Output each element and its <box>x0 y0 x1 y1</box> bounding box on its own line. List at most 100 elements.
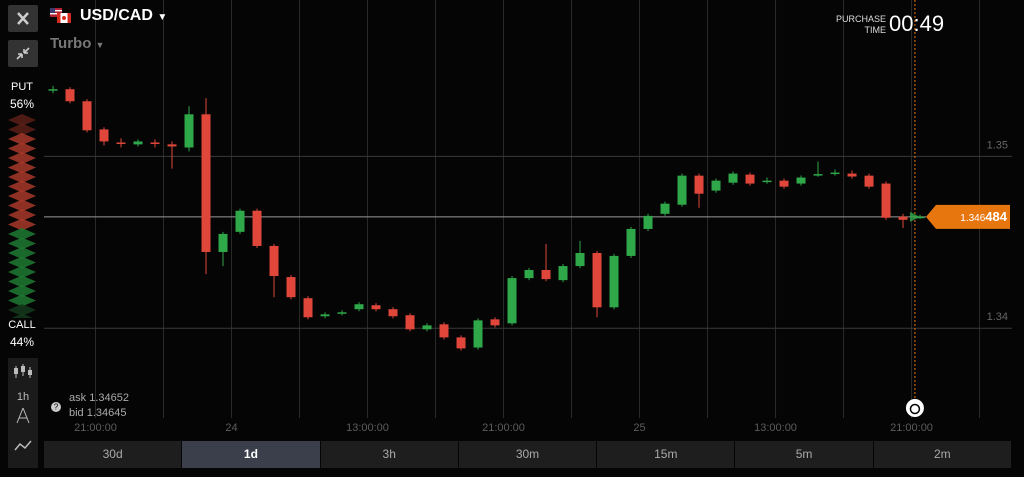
drawing-tool-button[interactable] <box>8 403 38 429</box>
quote-box: ask 1.34652 bid 1.34645 <box>69 391 129 421</box>
chevron <box>8 190 36 202</box>
candle-body <box>796 177 806 184</box>
candle-body <box>864 175 874 187</box>
candle-body <box>813 174 823 176</box>
timeframe-button[interactable]: 1d <box>182 441 320 468</box>
timeframe-button[interactable]: 30m <box>458 441 597 468</box>
time-word: TIME <box>864 25 887 35</box>
candle-body <box>320 314 330 317</box>
close-icon <box>17 12 29 25</box>
candle-body <box>507 278 517 324</box>
candle-body <box>388 309 398 317</box>
y-tick-label: 1.35 <box>987 139 1008 151</box>
candle-body <box>677 175 687 205</box>
candle-body <box>762 180 772 183</box>
candle-body <box>354 304 364 310</box>
candle-body <box>881 183 891 218</box>
collapse-icon <box>16 47 30 60</box>
candle-body <box>235 210 245 232</box>
put-share: 56% <box>9 97 35 111</box>
call-share: 44% <box>9 335 35 349</box>
expiry-timer-icon <box>905 399 924 417</box>
put-label[interactable]: PUT <box>11 81 33 93</box>
chevron <box>8 266 36 278</box>
purchase-word: PURCHASE <box>835 14 886 24</box>
candle-body <box>473 320 483 348</box>
candle-body <box>728 173 738 183</box>
mode-selector[interactable]: Turbo ▼ <box>50 35 104 52</box>
candle-body <box>643 215 653 229</box>
candle-body <box>286 277 296 298</box>
call-label[interactable]: CALL <box>8 319 36 331</box>
candle-body <box>524 270 534 279</box>
candle-body <box>626 228 636 256</box>
candle-body <box>694 175 704 194</box>
interval-button[interactable]: 1h <box>16 391 30 403</box>
candle-body <box>592 253 602 308</box>
chevron <box>8 180 36 193</box>
indicator-button[interactable] <box>8 434 38 458</box>
tool-panel: 1h <box>8 358 38 468</box>
bid-label: bid <box>69 407 84 419</box>
candle-body <box>660 203 670 214</box>
expiry-timer-dial <box>909 403 921 415</box>
candle-body <box>269 245 279 277</box>
timeframe-button[interactable]: 5m <box>735 441 873 468</box>
collapse-button[interactable] <box>8 40 38 67</box>
sentiment-chevrons <box>8 114 36 318</box>
chevron <box>8 123 36 136</box>
candle-body <box>609 255 619 308</box>
candle-body <box>82 101 92 131</box>
timeframe-button[interactable]: 2m <box>873 441 1011 468</box>
candle-body <box>490 319 500 326</box>
x-tick-label: 13:00:00 <box>754 422 797 434</box>
x-tick-label: 21:00:00 <box>482 422 525 434</box>
x-tick-label: 25 <box>633 422 645 434</box>
candle-body <box>184 114 194 148</box>
candle-body <box>439 324 449 338</box>
chevron <box>8 161 36 174</box>
chart-type-button[interactable] <box>8 358 38 382</box>
chevron <box>8 275 36 288</box>
candle-body <box>558 266 568 281</box>
candle-body <box>830 172 840 175</box>
bid-price: 1.34645 <box>86 407 127 419</box>
dropdown-arrow: ▼ <box>95 40 105 50</box>
purchase-timer: 00:49 <box>889 11 945 36</box>
current-price-label: 1.346484 <box>960 209 1007 224</box>
timeframe-button[interactable]: 30d <box>44 441 182 468</box>
chevron <box>8 209 36 221</box>
timeframe-button[interactable]: 15m <box>597 441 735 468</box>
chevron <box>8 256 36 269</box>
chevron <box>8 171 36 183</box>
ask-price: 1.34652 <box>89 392 129 404</box>
chevron <box>8 114 36 126</box>
x-tick-label: 13:00:00 <box>346 422 389 434</box>
candle-body <box>65 89 75 102</box>
price-main: 1.346 <box>960 212 985 223</box>
mode-name: Turbo <box>50 35 92 52</box>
info-icon[interactable]: ? <box>50 400 64 414</box>
timeframe-button[interactable]: 3h <box>320 441 458 468</box>
svg-text:?: ? <box>54 403 59 412</box>
chevron <box>8 142 36 155</box>
candle-body <box>303 298 313 318</box>
candle-body <box>371 305 381 310</box>
candle-body <box>779 180 789 187</box>
candle-body <box>456 337 466 349</box>
candle-body <box>745 174 755 184</box>
chevron <box>8 152 36 164</box>
candle-body <box>915 216 925 219</box>
pair-selector[interactable]: USD/CAD ▼ <box>80 7 167 25</box>
chevron <box>8 237 36 250</box>
pair-name: USD/CAD <box>80 7 153 24</box>
close-button[interactable] <box>8 5 38 32</box>
candle-body <box>201 114 211 252</box>
candle-body <box>575 253 585 267</box>
candle-body <box>116 142 126 144</box>
chevron <box>8 294 36 307</box>
chevron <box>8 218 36 231</box>
candle-body <box>99 129 109 142</box>
